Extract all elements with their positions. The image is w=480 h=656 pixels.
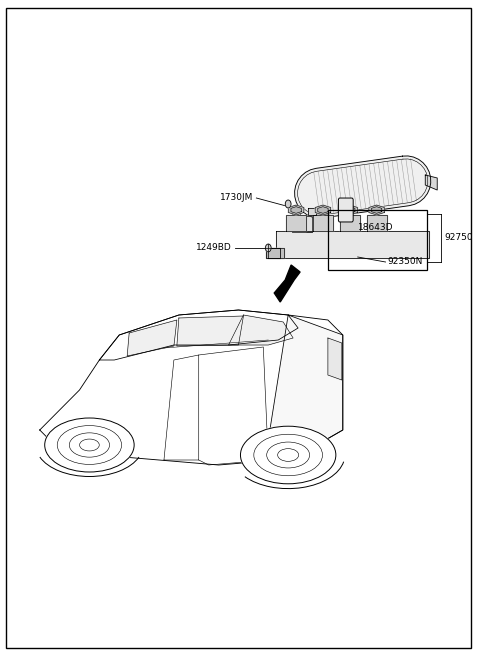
Bar [328,210,427,270]
Ellipse shape [240,426,336,484]
Polygon shape [40,310,343,465]
Polygon shape [340,215,360,231]
Polygon shape [369,205,384,215]
Polygon shape [425,175,437,190]
Polygon shape [318,207,328,213]
Circle shape [285,200,291,208]
Polygon shape [286,215,306,231]
Ellipse shape [45,418,134,472]
Polygon shape [292,207,312,232]
Polygon shape [266,248,280,258]
Polygon shape [274,265,300,302]
Ellipse shape [57,426,121,464]
FancyBboxPatch shape [338,198,353,222]
Polygon shape [268,315,343,460]
Polygon shape [295,156,431,218]
Text: 1249BD: 1249BD [196,243,231,253]
Polygon shape [127,320,177,356]
Polygon shape [177,316,243,346]
Text: 18643D: 18643D [358,224,393,232]
Ellipse shape [69,433,109,457]
Polygon shape [328,338,342,380]
Polygon shape [342,205,358,215]
Polygon shape [288,205,304,215]
Polygon shape [276,231,429,258]
Polygon shape [315,205,331,215]
Text: 1730JM: 1730JM [220,194,253,203]
Ellipse shape [267,442,310,468]
Text: 92750: 92750 [444,234,473,243]
Ellipse shape [80,439,99,451]
Polygon shape [99,310,298,360]
Polygon shape [367,215,386,231]
Polygon shape [291,207,301,213]
Polygon shape [268,248,284,258]
Ellipse shape [254,434,323,476]
Polygon shape [372,207,382,213]
Polygon shape [308,208,316,215]
Ellipse shape [277,449,299,461]
Polygon shape [228,315,293,345]
Polygon shape [345,207,355,213]
Text: 92350N: 92350N [387,258,423,266]
Circle shape [265,244,271,252]
Polygon shape [313,215,333,231]
